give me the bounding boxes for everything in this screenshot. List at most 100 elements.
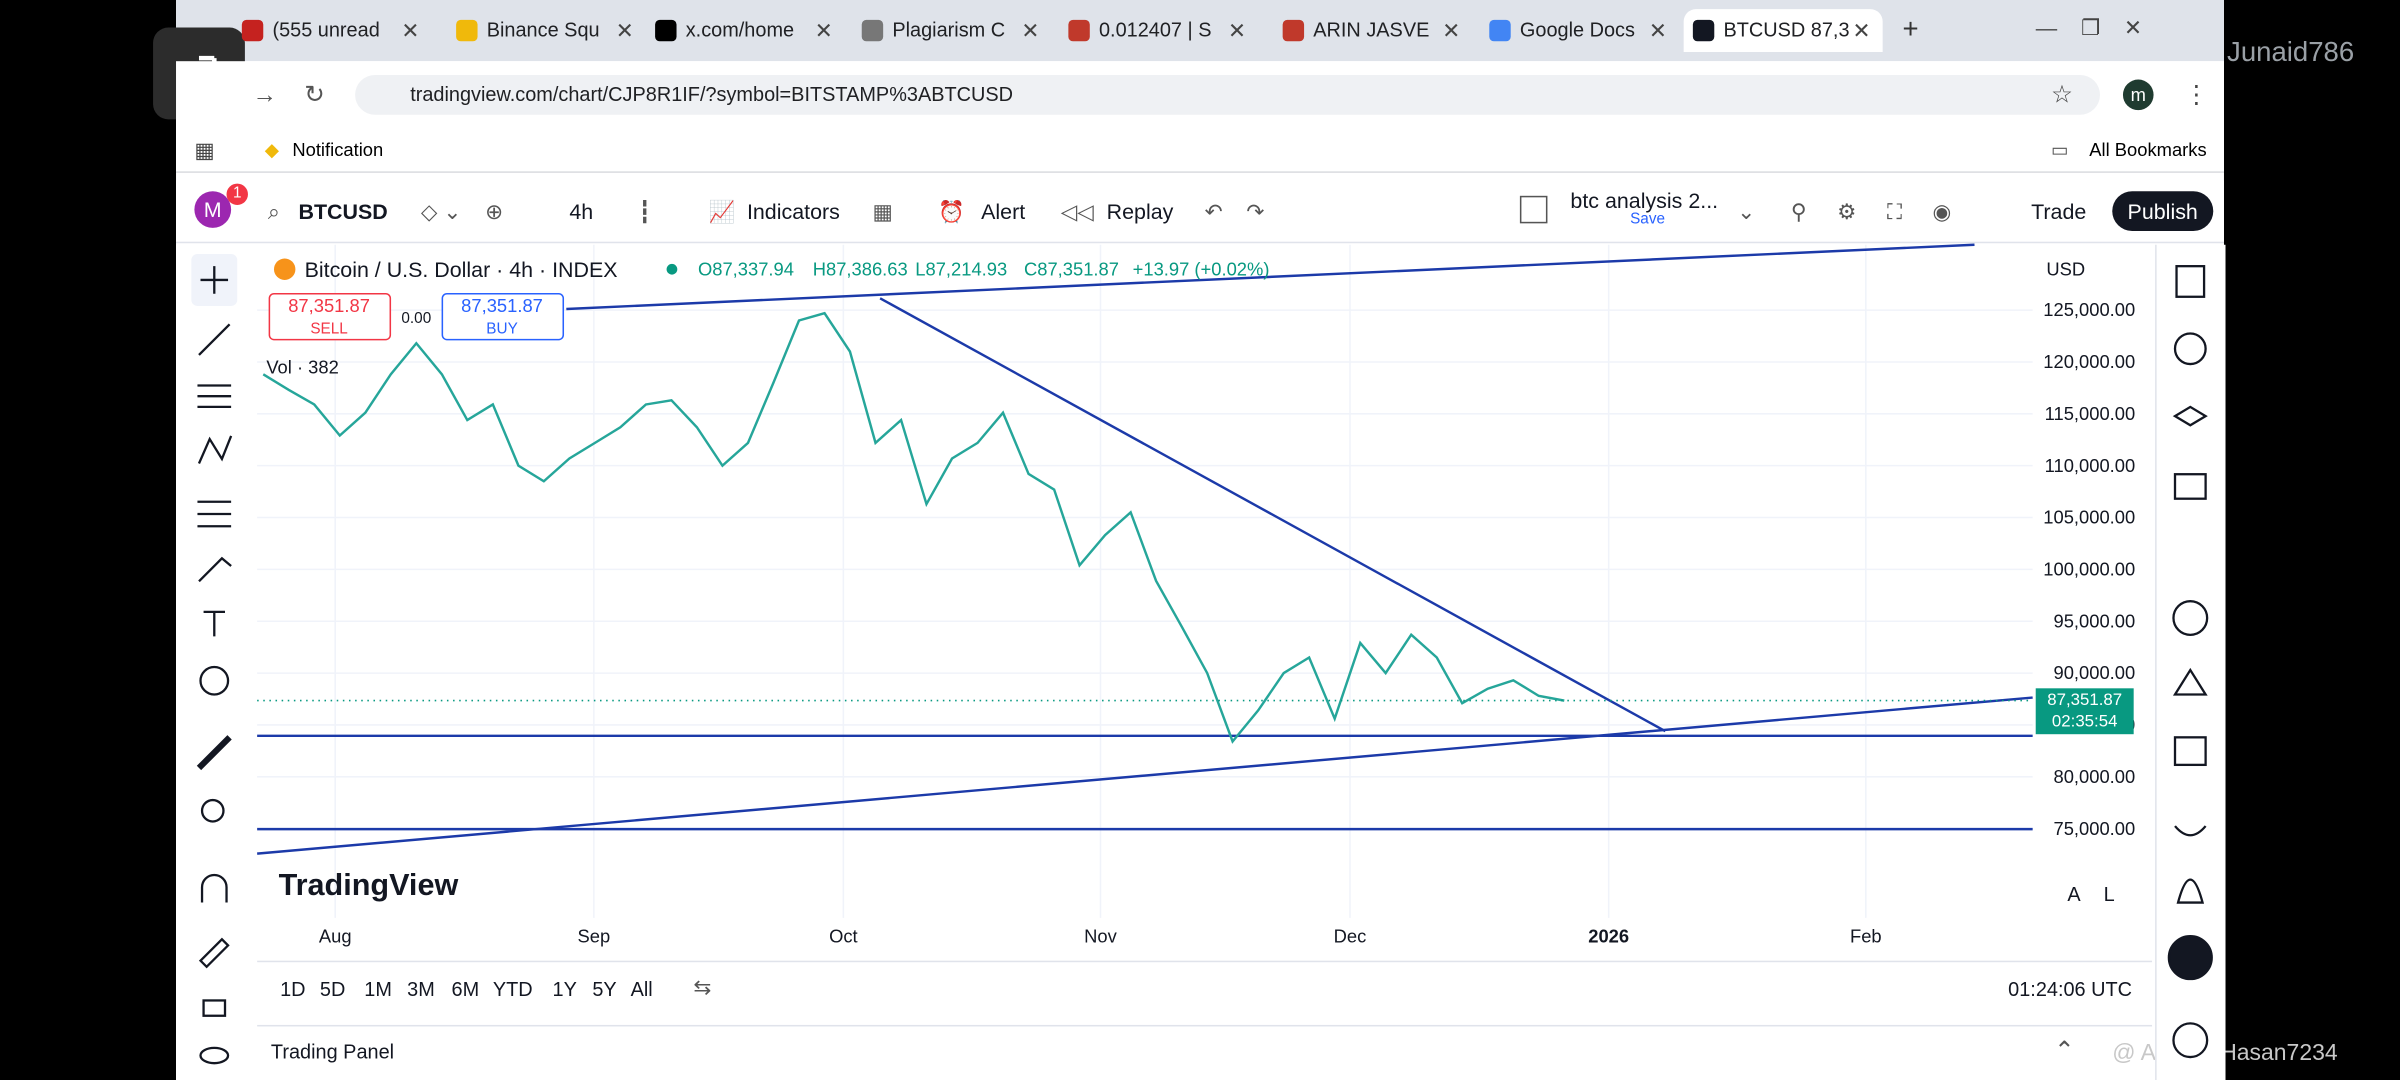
range-button[interactable]: 5Y [592,977,617,1001]
bookmarks-bar: ▦ ◆ Notification ▭ All Bookmarks [176,128,2224,173]
range-button[interactable]: 3M [407,977,435,1001]
layout-name[interactable]: btc analysis 2... [1570,188,1719,213]
tab-title: 0.012407 | S [1098,18,1212,42]
bookmark-star[interactable]: ☆ [2051,82,2073,109]
search-icon: ⌕ [267,198,280,224]
url-field[interactable]: tradingview.com/chart/CJP8R1IF/?symbol=B… [355,74,2100,115]
tab-icon [861,19,884,42]
tab-close[interactable]: ✕ [1852,18,1871,43]
tool-brush[interactable] [198,556,232,583]
tool-lock-draw[interactable] [198,937,230,969]
tab-close[interactable]: ✕ [401,18,420,43]
y-tick-label: 110,000.00 [2045,455,2136,476]
tool-crosshair[interactable] [200,266,229,294]
layout-menu[interactable]: ⌄ [1737,198,1756,224]
alert[interactable]: Alert [981,198,1026,224]
tool-text[interactable] [203,610,225,637]
range-button[interactable]: 5D [319,977,346,1001]
tab[interactable]: BTCUSD 87,3 ✕ [1683,9,1883,53]
tool-pattern[interactable] [197,435,233,464]
chart-type[interactable]: ┇ [638,198,652,224]
range-button[interactable]: 1M [364,977,392,1001]
y-tick-label: 125,000.00 [2043,299,2135,320]
tool-magnet[interactable] [200,873,228,903]
streams[interactable] [2174,825,2207,837]
interval[interactable]: 4h [569,198,594,224]
tab-close[interactable]: ✕ [1442,18,1461,43]
tab-title: Google Docs [1519,18,1635,42]
tool-emoji[interactable] [199,665,230,696]
watchlist[interactable] [2175,265,2206,298]
range-bar: 1D 5D 1M 3M 6M YTD 1Y 5Y All ⇆ 01:24:06 UTC [257,960,2153,1015]
tool-trendline[interactable] [198,323,231,356]
date-range-icon[interactable]: ⇆ [693,974,712,999]
replay[interactable]: Replay [1106,198,1174,224]
profile[interactable]: m [2122,79,2154,111]
tool-ruler[interactable] [196,735,232,771]
trade[interactable]: Trade [2031,198,2087,224]
tab[interactable]: ARIN JASVE ✕ [1273,9,1472,52]
symbol[interactable]: BTCUSD [298,198,388,224]
avatar[interactable]: M [194,191,232,228]
publish[interactable]: Publish [2112,191,2214,231]
bookmark[interactable]: Notification [292,139,384,161]
tab-icon [655,19,677,42]
range-button[interactable]: 1D [280,977,306,1001]
sell-button[interactable] [268,292,392,341]
tab[interactable]: Binance Squ ✕ [447,9,646,52]
url-text: tradingview.com/chart/CJP8R1IF/?symbol=B… [410,82,1014,106]
new-tab[interactable]: + [1902,13,1919,45]
buy-button[interactable] [441,292,565,341]
sidebar-icons [2167,265,2213,1059]
tool-fib[interactable] [197,384,232,409]
chats[interactable] [2173,473,2207,500]
tool-lock[interactable] [202,999,227,1017]
panel-toggle[interactable]: ⌃ [2054,1038,2075,1065]
panel-title[interactable]: Trading Panel [270,1040,395,1064]
indicators[interactable]: Indicators [746,198,840,224]
products[interactable] [2167,935,2213,981]
apps-icon[interactable]: ▦ [194,137,215,163]
sell-price: 87,351.87 [288,295,370,316]
tab-close[interactable]: ✕ [1648,18,1667,43]
tab-close[interactable]: ✕ [1021,18,1040,43]
menu[interactable]: ⋮ [2184,82,2209,109]
ohlc-value: +13.97 (+0.02%) [1133,258,1270,279]
axis-button[interactable]: L [2104,884,2115,906]
tab[interactable]: x.com/home ✕ [646,9,845,52]
currency[interactable]: USD [2046,258,2085,279]
toolbar-icons[interactable]: ⚲⚙⛶◉ [1790,198,1982,224]
tool-visibility[interactable] [199,1046,230,1065]
tool-zoom[interactable] [200,798,225,823]
window-controls[interactable]: — ❐ ✕ [2035,15,2142,40]
help[interactable] [2172,1022,2209,1059]
range-button[interactable]: 1Y [552,977,577,1001]
range-button[interactable]: YTD [492,977,533,1001]
time-label: Sep [578,925,611,946]
screener[interactable] [2172,667,2208,696]
tab-close[interactable]: ✕ [814,18,833,43]
calendar[interactable] [2173,736,2207,767]
tab-close[interactable]: ✕ [615,18,634,43]
tool-forecast[interactable] [197,500,232,528]
notifications[interactable] [2176,878,2205,904]
tab-close[interactable]: ✕ [1227,18,1246,43]
tab-title: x.com/home [685,18,795,42]
tab[interactable]: 0.012407 | S ✕ [1059,9,1258,52]
range-button[interactable]: 6M [451,977,480,1001]
layers[interactable] [2172,405,2208,427]
nav-buttons[interactable]: → ↻ [252,82,325,109]
axis-button[interactable]: A [2067,884,2081,906]
templates[interactable]: ▦ [872,198,893,224]
alerts[interactable] [2173,332,2207,366]
tab[interactable]: (555 unread ✕ [233,9,432,52]
bookmark[interactable]: All Bookmarks [2089,139,2207,161]
compare[interactable]: ◇ ⌄ ⊕ [420,198,504,224]
ideas[interactable] [2172,600,2209,636]
save[interactable]: Save [1630,211,1665,228]
tab[interactable]: Plagiarism C ✕ [853,9,1052,52]
undo-redo[interactable]: ↶ ↷ [1204,198,1265,224]
range-button[interactable]: All [630,977,653,1001]
tab[interactable]: Google Docs ✕ [1480,9,1679,52]
